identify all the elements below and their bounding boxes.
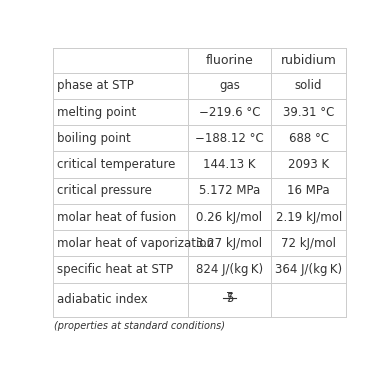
Text: solid: solid bbox=[295, 79, 322, 92]
Text: 39.31 °C: 39.31 °C bbox=[283, 105, 334, 118]
Text: 3.27 kJ/mol: 3.27 kJ/mol bbox=[196, 237, 263, 250]
Text: 364 J/(kg K): 364 J/(kg K) bbox=[275, 263, 342, 276]
Text: specific heat at STP: specific heat at STP bbox=[57, 263, 173, 276]
Text: critical pressure: critical pressure bbox=[57, 184, 152, 197]
Text: 72 kJ/mol: 72 kJ/mol bbox=[281, 237, 336, 250]
Text: critical temperature: critical temperature bbox=[57, 158, 176, 171]
Text: molar heat of vaporization: molar heat of vaporization bbox=[57, 237, 214, 250]
Text: molar heat of fusion: molar heat of fusion bbox=[57, 211, 177, 224]
Text: 824 J/(kg K): 824 J/(kg K) bbox=[196, 263, 263, 276]
Text: 5: 5 bbox=[226, 292, 233, 305]
Text: 144.13 K: 144.13 K bbox=[203, 158, 256, 171]
Text: 7: 7 bbox=[226, 291, 233, 304]
Text: 5.172 MPa: 5.172 MPa bbox=[199, 184, 260, 197]
Text: −188.12 °C: −188.12 °C bbox=[195, 132, 264, 145]
Text: fluorine: fluorine bbox=[205, 54, 253, 67]
Text: (properties at standard conditions): (properties at standard conditions) bbox=[54, 321, 225, 331]
Text: −219.6 °C: −219.6 °C bbox=[199, 105, 260, 118]
Text: gas: gas bbox=[219, 79, 240, 92]
Text: 2093 K: 2093 K bbox=[288, 158, 329, 171]
Text: adiabatic index: adiabatic index bbox=[57, 293, 148, 306]
Text: 16 MPa: 16 MPa bbox=[287, 184, 330, 197]
Text: boiling point: boiling point bbox=[57, 132, 131, 145]
Text: 688 °C: 688 °C bbox=[289, 132, 329, 145]
Text: 2.19 kJ/mol: 2.19 kJ/mol bbox=[275, 211, 342, 224]
Text: rubidium: rubidium bbox=[281, 54, 336, 67]
Text: phase at STP: phase at STP bbox=[57, 79, 134, 92]
Text: 0.26 kJ/mol: 0.26 kJ/mol bbox=[196, 211, 263, 224]
Text: melting point: melting point bbox=[57, 105, 137, 118]
